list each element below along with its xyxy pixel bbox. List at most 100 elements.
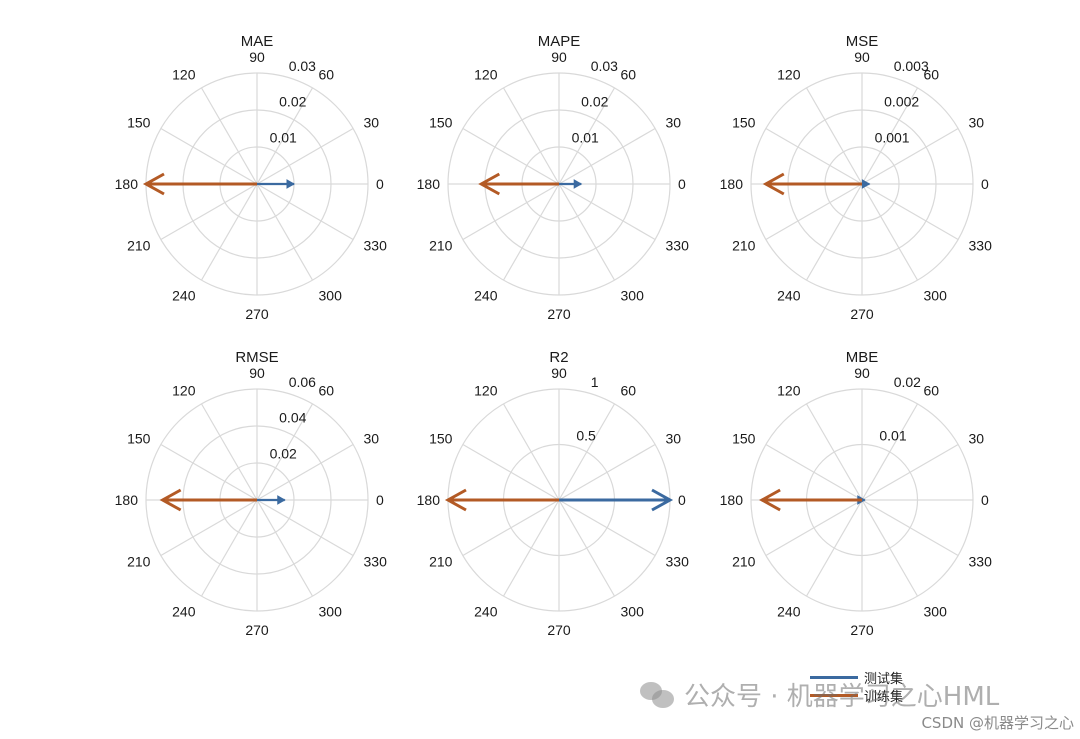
radial-tick-label: 0.02 [894, 374, 921, 390]
grid-spoke [502, 183, 560, 281]
radial-tick-label: 0.01 [572, 129, 599, 145]
polar-chart-mse: 0 30 60 90 120 150 180 210 240 270 300 330 0.001 0.00… [720, 33, 992, 322]
angle-label: 240 [474, 604, 498, 620]
angle-label: 210 [732, 554, 756, 570]
angle-label: 330 [666, 238, 690, 254]
angle-label: 240 [474, 288, 498, 304]
watermark-text: 公众号 · 机器学习之心HML [684, 682, 1000, 712]
angle-label: 120 [777, 382, 801, 398]
angle-label: 300 [621, 604, 645, 620]
legend: 测试集 训练集 [810, 668, 904, 705]
angle-label: 240 [172, 288, 196, 304]
angle-label: 90 [551, 365, 567, 381]
grid-spoke [462, 127, 560, 185]
angle-label: 270 [850, 306, 874, 322]
radial-tick-label: 0.02 [279, 94, 306, 110]
arrow-head [573, 179, 583, 189]
radial-tick-label: 0.02 [270, 445, 297, 461]
grid-spoke [462, 183, 560, 241]
angle-label: 30 [969, 115, 985, 131]
angle-label: 270 [547, 622, 571, 638]
grid-spoke [160, 443, 258, 501]
csdn-credit: CSDN @机器学习之心 [921, 714, 1074, 732]
angle-label: 60 [924, 382, 940, 398]
angle-label: 60 [319, 382, 335, 398]
angle-label: 300 [319, 288, 343, 304]
arrow-head [861, 179, 871, 189]
arrow-head [478, 172, 501, 196]
wechat-icon [640, 680, 676, 710]
angle-label: 270 [547, 306, 571, 322]
arrow-head [286, 179, 296, 189]
chart-title: MSE [846, 33, 879, 50]
chart-title: RMSE [235, 349, 278, 366]
angle-label: 150 [127, 115, 151, 131]
angle-label: 60 [621, 66, 637, 82]
grid-spoke [502, 87, 560, 185]
angle-label: 30 [364, 431, 380, 447]
grid-spoke [256, 499, 314, 597]
grid-spoke [765, 127, 863, 185]
legend-label-test: 测试集 [864, 671, 904, 687]
angle-label: 0 [376, 176, 384, 192]
chart-title: MBE [846, 349, 879, 366]
angle-label: 60 [319, 66, 335, 82]
angle-label: 90 [249, 365, 265, 381]
arrow-head [277, 495, 286, 505]
grid-spoke [256, 443, 354, 501]
angle-label: 150 [732, 115, 756, 131]
polar-chart-mae: 0 30 60 90 120 150 180 210 240 270 300 330 0.01 0.02 0… [115, 33, 387, 322]
grid-spoke [805, 183, 863, 281]
angle-label: 180 [417, 176, 441, 192]
radial-tick-label: 0.06 [289, 374, 316, 390]
grid-spoke [861, 183, 919, 281]
grid-spoke [256, 183, 314, 281]
grid-spoke [558, 499, 616, 597]
grid-spoke [200, 87, 258, 185]
grid-spoke [200, 403, 258, 501]
angle-label: 150 [429, 431, 453, 447]
test-arrow [257, 495, 286, 505]
grid-spoke [200, 183, 258, 281]
angle-label: 90 [854, 365, 870, 381]
watermark: 公众号 · 机器学习之心HML [640, 676, 999, 713]
angle-label: 300 [621, 288, 645, 304]
radial-tick-label: 1 [591, 374, 599, 390]
polar-chart-mbe: 0 30 60 90 120 150 180 210 240 270 300 330 0.01 0.02 M… [720, 349, 992, 638]
angle-label: 0 [981, 176, 989, 192]
angle-label: 60 [621, 382, 637, 398]
angle-label: 330 [969, 554, 993, 570]
arrow-head [762, 172, 785, 196]
grid-spoke [558, 127, 656, 185]
angle-label: 120 [474, 382, 498, 398]
angle-label: 210 [127, 554, 151, 570]
angle-label: 150 [429, 115, 453, 131]
chart-title: R2 [549, 349, 568, 366]
angle-label: 180 [720, 492, 744, 508]
test-arrow [257, 179, 296, 189]
polar-chart-rmse: 0 30 60 90 120 150 180 210 240 270 300 330 0.02 0.04 0… [115, 349, 387, 638]
radial-tick-label: 0.01 [879, 427, 906, 443]
grid-spoke [502, 499, 560, 597]
angle-label: 210 [429, 554, 453, 570]
grid-spoke [558, 403, 616, 501]
legend-item-train: 训练集 [810, 686, 903, 705]
grid-spoke [765, 443, 863, 501]
angle-label: 150 [732, 431, 756, 447]
arrow-head [142, 172, 165, 196]
grid-spoke [765, 183, 863, 241]
angle-label: 330 [666, 554, 690, 570]
angle-label: 300 [924, 288, 948, 304]
angle-label: 0 [678, 176, 686, 192]
grid-spoke [200, 499, 258, 597]
grid-spoke [805, 403, 863, 501]
grid-spoke [861, 403, 919, 501]
legend-item-test: 测试集 [810, 668, 904, 687]
angle-label: 0 [678, 492, 686, 508]
angle-label: 210 [127, 238, 151, 254]
radial-tick-label: 0.03 [591, 58, 618, 74]
train-arrow [142, 172, 257, 196]
chart-title: MAE [241, 33, 274, 50]
grid-spoke [256, 87, 314, 185]
